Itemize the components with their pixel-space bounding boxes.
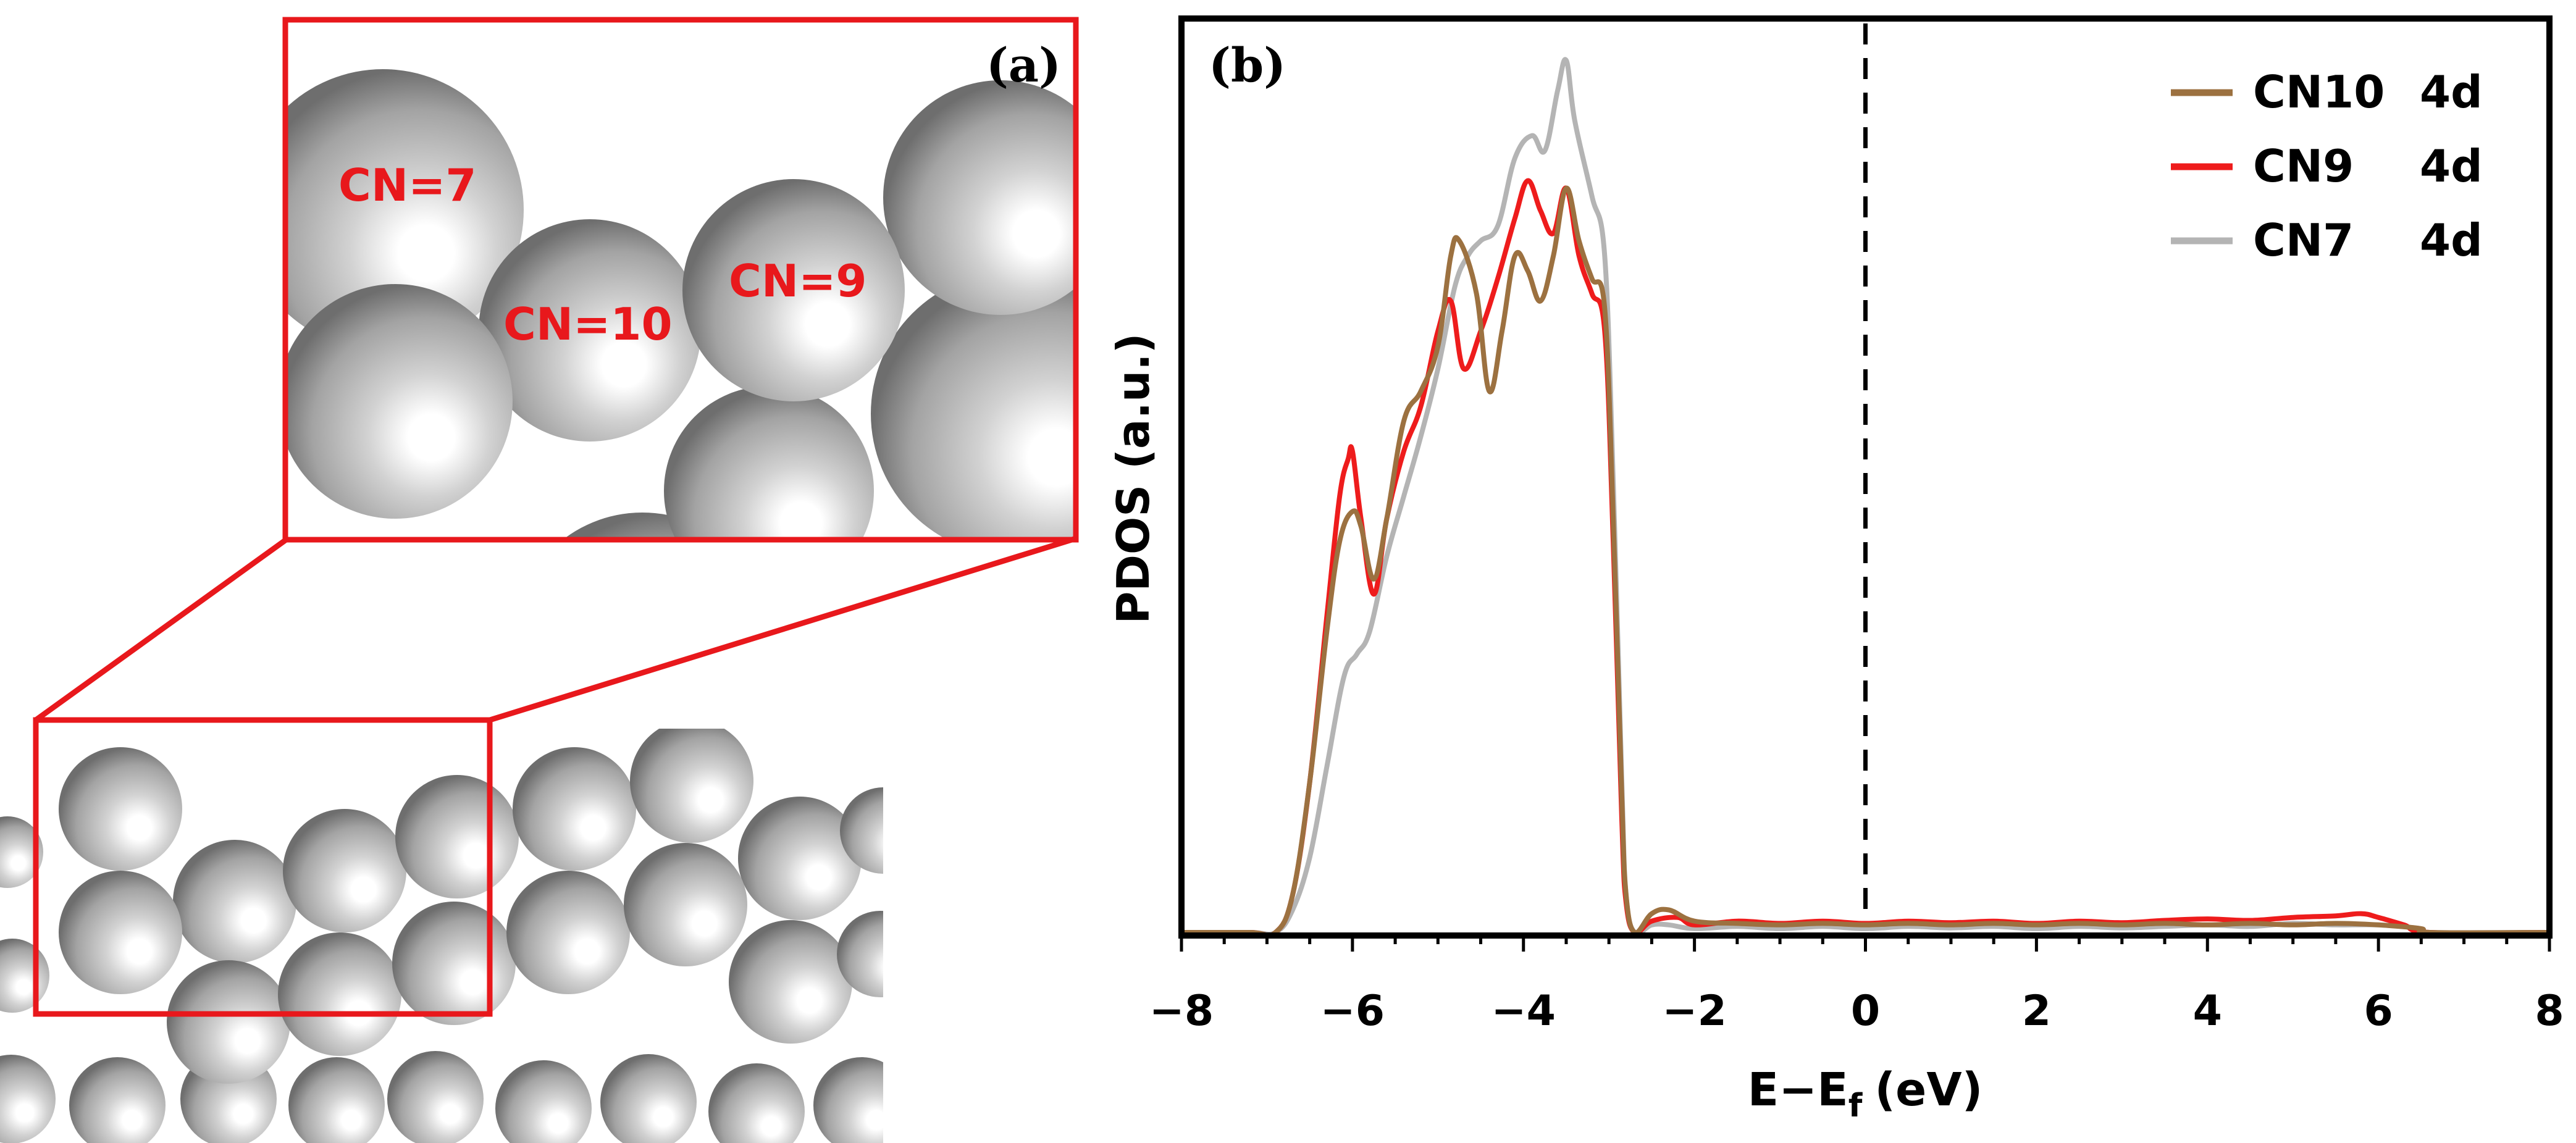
panel-b-pdos-chart: −8 −6 −4 −2 0 2 4 6 8 (b) PDOS (a.u.) E−Ef (eV) C…	[1107, 15, 2564, 1124]
x-tick-label: 6	[2364, 987, 2393, 1036]
x-tick-label: −8	[1149, 987, 1214, 1036]
atom	[624, 843, 747, 966]
x-axis-label: E−Ef (eV)	[1748, 1063, 1983, 1124]
x-axis-ticks	[1180, 936, 2551, 952]
zoom-connector-left	[34, 536, 290, 722]
atom	[495, 1060, 592, 1143]
legend-orbital-cn10: 4d	[2420, 66, 2483, 118]
atom	[395, 775, 519, 898]
site-label-cn9: CN=9	[729, 255, 867, 307]
atom	[664, 386, 874, 540]
atom	[813, 1057, 883, 1143]
atom	[59, 871, 182, 994]
legend-orbital-cn9: 4d	[2420, 140, 2483, 192]
atom	[729, 920, 852, 1044]
atom	[883, 80, 1076, 315]
site-label-cn10: CN=10	[503, 298, 673, 350]
legend-item-cn7: CN7 4d	[2171, 214, 2483, 266]
atom	[59, 747, 182, 871]
legend-name-cn10: CN10	[2253, 66, 2385, 118]
panel-a-structure: (a) CN=7 CN=10 CN=9	[0, 17, 1079, 1143]
panel-a-label: (a)	[986, 38, 1061, 93]
zoom-connector-right	[489, 535, 1077, 723]
atom	[283, 809, 406, 932]
atom	[0, 1055, 56, 1143]
atom	[285, 284, 513, 519]
atom	[285, 69, 524, 351]
atom	[479, 219, 701, 442]
x-axis-label-subscript: f	[1848, 1087, 1863, 1124]
atom	[173, 840, 296, 963]
atom	[392, 902, 516, 1025]
atom	[682, 179, 905, 401]
atom	[387, 1051, 484, 1143]
slab-atoms	[0, 729, 883, 1143]
atom	[288, 1057, 385, 1143]
legend-item-cn10: CN10 4d	[2171, 66, 2483, 118]
x-axis-tick-labels: −8 −6 −4 −2 0 2 4 6 8	[1149, 987, 2564, 1036]
x-tick-label: −4	[1491, 987, 1556, 1036]
atom	[708, 1063, 805, 1143]
panel-b-label: (b)	[1209, 38, 1286, 93]
atom	[840, 787, 883, 874]
legend-name-cn9: CN9	[2253, 140, 2354, 192]
site-label-cn7: CN=7	[338, 159, 477, 211]
atom	[513, 747, 636, 871]
atom	[871, 272, 1076, 540]
atom	[506, 871, 630, 994]
x-tick-label: 0	[1851, 987, 1880, 1036]
atom	[837, 911, 883, 997]
slab-selection-frame	[33, 717, 493, 1017]
atom	[0, 816, 43, 888]
legend-name-cn7: CN7	[2253, 214, 2354, 266]
atom	[167, 960, 290, 1084]
x-axis-label-main: E−E	[1748, 1063, 1848, 1116]
atom	[738, 797, 862, 920]
y-axis-label: PDOS (a.u.)	[1107, 333, 1159, 624]
x-tick-label: 8	[2535, 987, 2564, 1036]
plot-content	[1179, 23, 2552, 938]
zoomed-surface-atoms	[285, 69, 1076, 540]
x-tick-label: 2	[2022, 987, 2051, 1036]
x-tick-label: −6	[1320, 987, 1385, 1036]
x-axis-label-unit: (eV)	[1874, 1063, 1982, 1116]
legend-item-cn9: CN9 4d	[2171, 140, 2483, 192]
legend: CN10 4d CN9 4d CN7 4d	[2171, 66, 2483, 266]
legend-orbital-cn7: 4d	[2420, 214, 2483, 266]
x-tick-label: 4	[2193, 987, 2222, 1036]
series-line-cn10-4d	[1179, 185, 2552, 938]
atom	[0, 939, 49, 1013]
atom	[630, 729, 753, 843]
atom	[600, 1054, 697, 1143]
atom	[69, 1057, 166, 1143]
atom	[278, 932, 401, 1056]
x-tick-label: −2	[1662, 987, 1726, 1036]
zoom-frame	[282, 17, 1079, 543]
